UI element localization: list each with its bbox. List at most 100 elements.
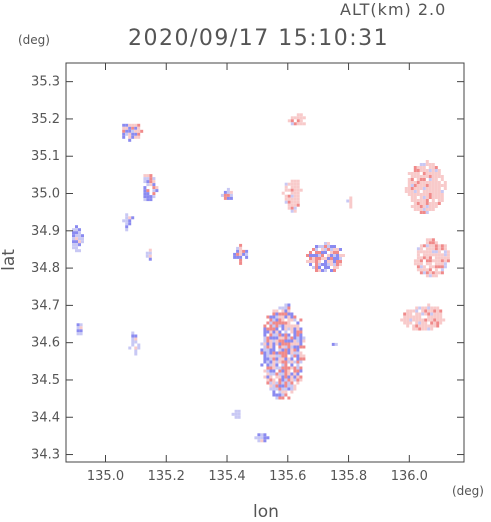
- echo-cell: [134, 352, 138, 356]
- echo-cell: [425, 190, 429, 193]
- echo-cell: [78, 237, 81, 241]
- echo-cell: [336, 263, 339, 266]
- echo-cell: [443, 250, 447, 254]
- echo-cell: [236, 246, 240, 250]
- echo-cell: [239, 249, 243, 253]
- echo-cell: [446, 250, 450, 254]
- echo-cell: [79, 326, 83, 330]
- echo-cell: [428, 184, 432, 187]
- echo-cell: [284, 372, 288, 376]
- echo-cell: [410, 184, 414, 187]
- echo-cell: [75, 228, 78, 232]
- echo-cell: [315, 260, 318, 263]
- echo-cell: [419, 250, 423, 254]
- echo-cell: [278, 330, 282, 334]
- echo-cell: [296, 330, 300, 334]
- echo-cell: [78, 240, 81, 244]
- echo-cell: [299, 345, 303, 349]
- echo-cell: [263, 348, 267, 352]
- echo-cell: [309, 257, 312, 260]
- echo-region: [128, 331, 141, 356]
- echo-cell: [281, 387, 285, 391]
- echo-cell: [434, 178, 438, 181]
- echo-region: [233, 243, 249, 265]
- echo-cell: [125, 129, 129, 133]
- x-tick-label: 136.0: [391, 469, 428, 484]
- echo-cell: [290, 179, 294, 183]
- echo-cell: [293, 327, 297, 331]
- echo-cell: [443, 181, 447, 184]
- echo-cell: [287, 375, 291, 379]
- echo-cell: [418, 318, 422, 322]
- echo-cell: [434, 250, 438, 254]
- echo-cell: [78, 228, 81, 232]
- echo-cell: [437, 172, 441, 175]
- echo-cell: [296, 342, 300, 346]
- echo-cell: [339, 254, 342, 257]
- echo-cell: [128, 132, 132, 136]
- echo-cell: [425, 256, 429, 260]
- echo-cell: [281, 336, 285, 340]
- echo-cell: [422, 190, 426, 193]
- echo-cell: [296, 381, 300, 385]
- echo-cell: [290, 197, 294, 201]
- echo-cell: [416, 250, 420, 254]
- echo-cell: [134, 334, 138, 338]
- echo-cell: [315, 254, 318, 257]
- echo-region: [413, 238, 450, 278]
- echo-cell: [272, 387, 276, 391]
- plot-frame: [65, 62, 465, 463]
- echo-cell: [425, 211, 429, 214]
- echo-cell: [287, 203, 291, 207]
- echo-region: [281, 179, 303, 213]
- echo-cell: [284, 351, 288, 355]
- echo-cell: [278, 339, 282, 343]
- echo-cell: [287, 372, 291, 376]
- echo-cell: [287, 309, 291, 313]
- echo-cell: [330, 257, 333, 260]
- echo-cell: [281, 354, 285, 358]
- echo-cell: [433, 309, 437, 313]
- echo-cell: [149, 195, 153, 199]
- echo-cell: [431, 253, 435, 257]
- echo-cell: [131, 343, 135, 347]
- echo-cell: [425, 160, 429, 163]
- echo-cell: [284, 384, 288, 388]
- echo-cell: [428, 187, 432, 190]
- echo-cell: [422, 166, 426, 169]
- echo-cell: [269, 387, 273, 391]
- echo-cell: [428, 268, 432, 272]
- echo-cell: [278, 324, 282, 328]
- echo-cell: [421, 318, 425, 322]
- echo-cell: [430, 318, 434, 322]
- echo-cell: [416, 256, 420, 260]
- echo-cell: [443, 256, 447, 260]
- echo-cell: [275, 330, 279, 334]
- echo-cell: [296, 372, 300, 376]
- echo-cell: [330, 269, 333, 272]
- echo-cell: [72, 243, 75, 247]
- echo-cell: [290, 372, 294, 376]
- echo-cell: [296, 369, 300, 373]
- echo-cell: [433, 315, 437, 319]
- echo-cell: [324, 245, 327, 248]
- echo-cell: [422, 184, 426, 187]
- echo-cell: [278, 375, 282, 379]
- echo-cell: [72, 228, 75, 232]
- echo-cell: [422, 253, 426, 257]
- echo-cell: [403, 312, 407, 316]
- echo-cell: [418, 312, 422, 316]
- echo-cell: [436, 324, 440, 328]
- echo-cell: [422, 268, 426, 272]
- echo-cell: [299, 369, 303, 373]
- echo-cell: [419, 184, 423, 187]
- echo-cell: [122, 219, 126, 223]
- echo-cell: [131, 123, 135, 127]
- echo-cell: [290, 122, 294, 126]
- echo-cell: [425, 205, 429, 208]
- echo-cell: [278, 354, 282, 358]
- echo-cell: [287, 188, 291, 192]
- echo-cell: [421, 324, 425, 328]
- echo-cell: [152, 195, 156, 199]
- echo-cell: [428, 271, 432, 275]
